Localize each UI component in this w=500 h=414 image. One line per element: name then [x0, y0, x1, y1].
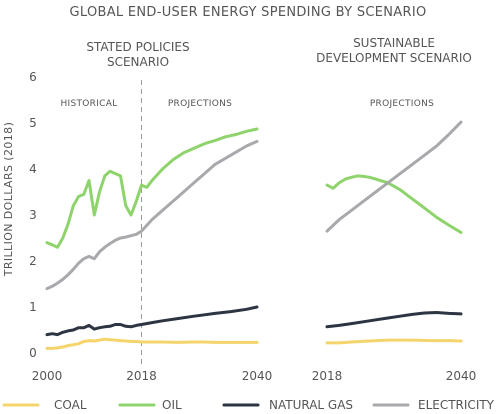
y-tick-label-2: 2: [29, 254, 37, 268]
y-tick-label-1: 1: [29, 300, 37, 314]
y-axis-label: TRILLION DOLLARS (2018): [2, 122, 15, 278]
sustainable-series-coal: [325, 338, 463, 345]
y-tick-label-4: 4: [29, 162, 37, 176]
sustainable-region-label-projections: PROJECTIONS: [370, 99, 434, 109]
legend-label-coal: COAL: [54, 398, 87, 412]
y-tick-label-3: 3: [29, 208, 37, 222]
y-tick-label-5: 5: [29, 116, 37, 130]
stated-series-electricity: [45, 139, 259, 291]
legend: COAL OIL NATURAL GAS ELECTRICITY: [2, 398, 495, 412]
stated-x-tick-label-2000: 2000: [32, 369, 63, 383]
sustainable-x-tick-label-2018: 2018: [312, 369, 343, 383]
legend-label-electricity: ELECTRICITY: [418, 398, 495, 412]
stated-x-tick-label-2040: 2040: [242, 369, 273, 383]
stated-region-label-projections: PROJECTIONS: [168, 99, 232, 109]
right-panel-heading-line-2: DEVELOPMENT SCENARIO: [316, 51, 472, 65]
stated-x-tick-label-2018: 2018: [126, 369, 157, 383]
stated-series-oil: [45, 127, 259, 249]
y-tick-label-6: 6: [29, 70, 37, 84]
stated-policies-panel: 2000 2018 2040 HISTORICAL PROJECTIONS: [32, 80, 273, 383]
legend-label-oil: OIL: [162, 398, 182, 412]
sustainable-series-electricity: [325, 120, 463, 233]
legend-label-natural-gas: NATURAL GAS: [269, 398, 353, 412]
sustainable-development-panel: 2018 2040 PROJECTIONS: [312, 99, 477, 383]
stated-series-coal: [45, 337, 259, 350]
right-panel-heading-line-1: SUSTAINABLE: [353, 36, 435, 50]
sustainable-series-oil: [325, 174, 463, 234]
left-panel-heading-line-2: SCENARIO: [107, 55, 169, 69]
chart-title: GLOBAL END-USER ENERGY SPENDING BY SCENA…: [70, 5, 427, 20]
left-panel-heading-line-1: STATED POLICIES: [86, 40, 189, 54]
y-axis-ticks: 0 1 2 3 4 5 6: [29, 70, 37, 360]
sustainable-x-tick-label-2040: 2040: [446, 369, 477, 383]
stated-region-label-historical: HISTORICAL: [60, 99, 117, 109]
stated-series-natural-gas: [45, 305, 259, 337]
y-tick-label-0: 0: [29, 346, 37, 360]
sustainable-series-natural-gas: [325, 311, 463, 329]
